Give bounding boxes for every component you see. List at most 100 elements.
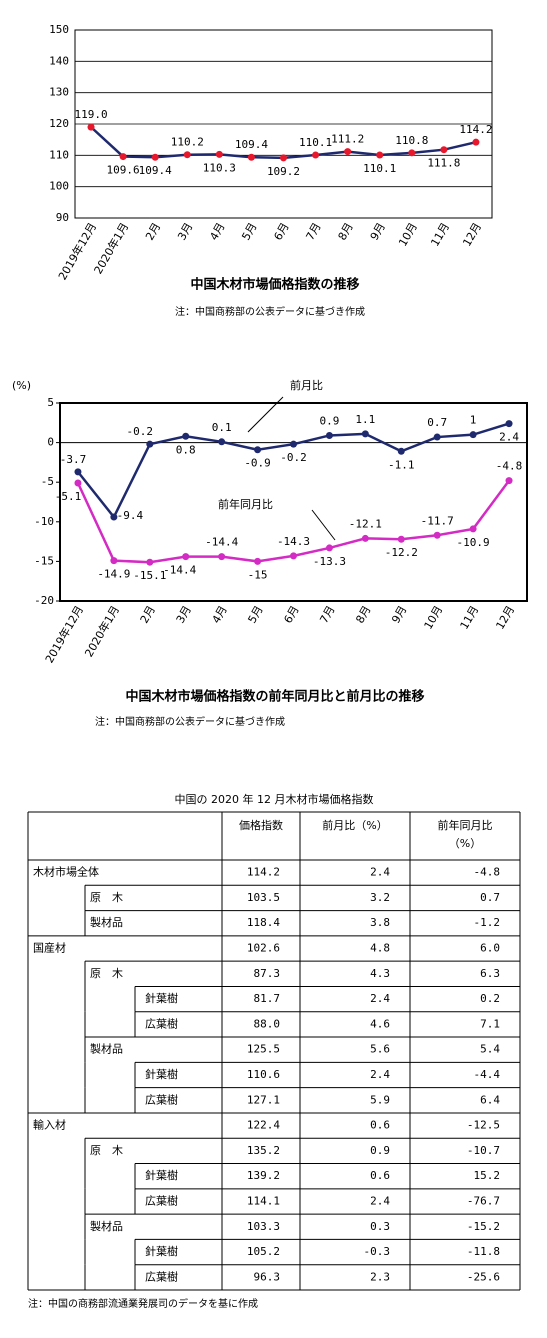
cell-value: -12.5: [467, 1119, 500, 1132]
cell-value: 7.1: [480, 1017, 500, 1030]
x-tick-label: 2月: [138, 604, 158, 626]
x-tick-label: 11月: [458, 604, 482, 632]
data-point: [151, 153, 159, 161]
cell-value: 5.9: [370, 1093, 390, 1106]
data-label: -14.4: [205, 536, 238, 549]
data-point: [215, 150, 223, 158]
row-label: 針葉樹: [145, 991, 178, 1005]
data-point: [325, 431, 333, 439]
data-point: [146, 440, 154, 448]
cell-value: -1.2: [474, 916, 501, 929]
cell-value: 6.4: [480, 1093, 500, 1106]
cell-value: 135.2: [247, 1144, 280, 1157]
x-tick-label: 3月: [175, 221, 195, 243]
data-label: 111.2: [331, 133, 364, 146]
data-point: [312, 151, 320, 159]
data-label: 110.1: [299, 136, 332, 149]
table-note: 注：中国の商務部流通業発展司のデータを基に作成: [28, 1297, 258, 1310]
chart-note: 注：中国商務部の公表データに基づき作成: [95, 715, 285, 728]
x-tick-label: 2月: [143, 221, 163, 243]
series-label: 前月比: [290, 378, 323, 392]
y-tick-label: 130: [49, 86, 69, 99]
y-tick-label: 5: [47, 396, 54, 409]
y-tick-label: 110: [49, 148, 69, 161]
y-tick-label: -10: [34, 515, 54, 528]
table-header: 前月比（%）: [322, 818, 387, 832]
data-point: [469, 431, 477, 439]
cell-value: 118.4: [247, 916, 280, 929]
data-label: 109.4: [235, 138, 268, 151]
x-tick-label: 5月: [246, 604, 266, 626]
data-point: [182, 553, 190, 561]
data-point: [408, 149, 416, 157]
x-tick-label: 3月: [174, 604, 194, 626]
data-point: [87, 123, 95, 131]
data-point: [290, 440, 297, 448]
x-tick-label: 12月: [460, 221, 484, 249]
x-tick-label: 9月: [389, 604, 409, 626]
cell-value: 3.2: [370, 891, 390, 904]
cell-value: 122.4: [247, 1119, 280, 1132]
row-label: 原 木: [90, 891, 123, 904]
y-tick-label: 150: [49, 23, 69, 36]
data-label: -15.1: [133, 569, 166, 582]
row-label: 製材品: [90, 915, 123, 929]
data-label: -11.7: [421, 514, 454, 527]
data-label: -14.9: [97, 568, 130, 581]
data-point: [110, 513, 118, 521]
cell-value: 4.8: [370, 942, 390, 955]
data-label: 0.7: [427, 416, 447, 429]
data-label: -0.2: [127, 425, 154, 438]
cell-value: -11.8: [467, 1245, 500, 1258]
data-point: [74, 468, 82, 476]
cell-value: 81.7: [254, 992, 281, 1005]
data-label: 1.1: [355, 413, 375, 426]
table-title: 中国の 2020 年 12 月木材市場価格指数: [175, 792, 374, 806]
x-tick-label: 9月: [368, 221, 388, 243]
data-point: [254, 446, 262, 454]
chart-title: 中国木材市場価格指数の推移: [190, 277, 359, 293]
data-point: [218, 553, 226, 561]
row-label: 木材市場全体: [33, 865, 99, 879]
x-tick-label: 2020年1月: [81, 603, 122, 659]
cell-value: 96.3: [254, 1270, 281, 1283]
data-point: [146, 558, 154, 566]
data-label: -10.9: [457, 536, 490, 549]
data-label: 1: [470, 414, 477, 427]
cell-value: 4.3: [370, 967, 390, 980]
cell-value: -15.2: [467, 1220, 500, 1233]
data-label: -15: [248, 568, 268, 581]
cell-value: 125.5: [247, 1043, 280, 1056]
data-label: -0.2: [280, 451, 307, 464]
data-point: [376, 151, 384, 159]
y-tick-label: 140: [49, 54, 69, 67]
cell-value: 0.9: [370, 1144, 390, 1157]
cell-value: -0.3: [364, 1245, 391, 1258]
series-label: 前年同月比: [218, 497, 273, 511]
row-label: 製材品: [90, 1042, 123, 1056]
data-label: 114.2: [459, 123, 492, 136]
row-label: 広葉樹: [145, 1269, 178, 1283]
data-point: [183, 151, 191, 159]
cell-value: 110.6: [247, 1068, 280, 1081]
row-label: 原 木: [90, 1144, 123, 1157]
data-label: 119.0: [74, 108, 107, 121]
table-header: 前年同月比: [438, 818, 493, 832]
chart-note: 注：中国商務部の公表データに基づき作成: [175, 305, 365, 318]
x-tick-label: 4月: [207, 221, 227, 243]
row-label: 国産材: [33, 941, 66, 955]
data-point: [505, 477, 513, 485]
cell-value: 0.7: [480, 891, 500, 904]
x-tick-label: 7月: [304, 221, 324, 243]
table-header: （%）: [449, 837, 481, 850]
row-label: 原 木: [90, 967, 123, 980]
cell-value: -10.7: [467, 1144, 500, 1157]
data-point: [74, 479, 82, 487]
cell-value: 103.5: [247, 891, 280, 904]
row-label: 広葉樹: [145, 1016, 178, 1030]
cell-value: -4.4: [474, 1068, 501, 1081]
data-label: -5.1: [55, 490, 82, 503]
row-label: 製材品: [90, 1219, 123, 1233]
data-label: 110.2: [171, 136, 204, 149]
x-tick-label: 2019年12月: [55, 220, 99, 282]
